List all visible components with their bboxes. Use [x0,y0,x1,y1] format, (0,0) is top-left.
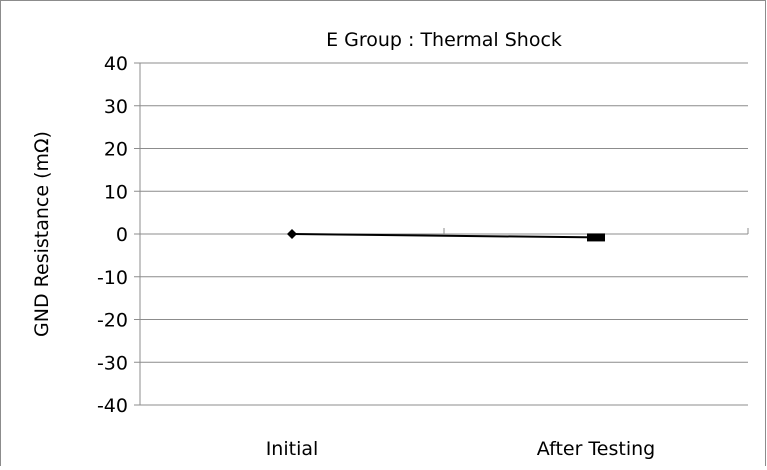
x-tick-label: After Testing [537,438,655,460]
axes: 40 30 20 10 0 -10 -20 -30 -40 Initial After Testin… [97,53,749,460]
y-tick-label: 0 [116,224,128,246]
y-tick-label: -10 [97,267,128,289]
y-axis-label: GND Resistance (mΩ) [31,131,53,337]
y-tick-label: 40 [104,53,128,75]
y-tick-label: -30 [97,352,128,374]
y-tick-label: 20 [104,139,128,161]
y-tick-label: -20 [97,310,128,332]
data-point-marker [287,229,297,239]
chart-title: E Group : Thermal Shock [326,29,562,51]
data-point-marker [587,233,605,242]
y-tick-label: -40 [97,395,128,417]
series-line [291,233,597,239]
y-tick-label: 10 [104,181,128,203]
series-layer [287,229,605,242]
y-tick-label: 30 [104,96,128,118]
gridlines [140,62,748,406]
x-tick-label: Initial [266,438,319,460]
